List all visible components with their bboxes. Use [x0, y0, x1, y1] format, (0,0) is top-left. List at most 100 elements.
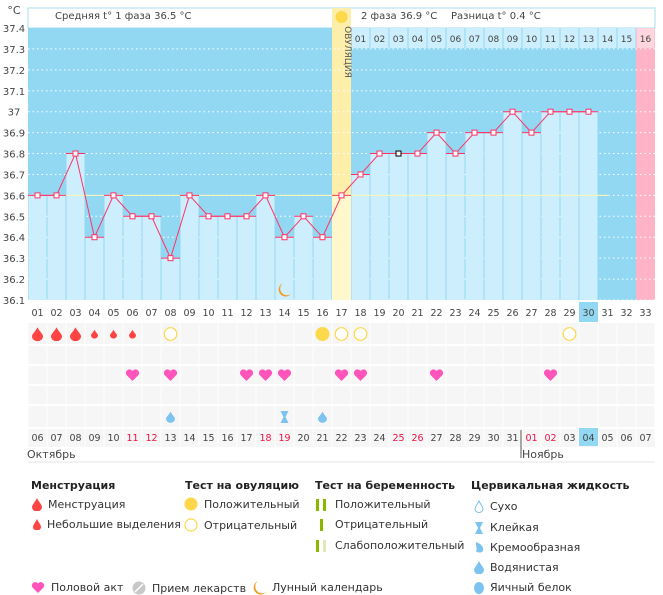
event-cell	[256, 346, 275, 364]
legend-label: Менструация	[48, 498, 126, 511]
event-cell	[370, 323, 389, 344]
event-cell	[351, 386, 370, 404]
event-cell	[579, 366, 598, 384]
date-label: 19	[278, 433, 290, 444]
legend-cervical-eggwhite: Яичный белок	[474, 581, 572, 594]
date-label: 07	[50, 433, 62, 444]
legend-label: Небольшие выделения	[47, 518, 181, 531]
ovulation-positive-icon	[315, 327, 330, 341]
phase2-day-cell	[522, 28, 541, 48]
legend-cervical-sticky: Клейкая	[474, 521, 539, 534]
pill-icon	[132, 581, 146, 595]
event-cell	[484, 386, 503, 404]
event-cell	[617, 346, 636, 364]
date-label: 14	[183, 433, 195, 444]
event-cell	[465, 323, 484, 344]
phase2-day-cell	[541, 28, 560, 48]
date-label: 21	[316, 433, 328, 444]
legend-title-ovulation-test: Тест на овуляцию	[185, 479, 299, 492]
event-cell	[370, 406, 389, 427]
date-label: 05	[601, 433, 613, 444]
y-tick-label: 36.7	[3, 170, 25, 181]
legend-pregnancy-weak: Слабоположительный	[315, 539, 464, 552]
event-cell	[161, 386, 180, 404]
event-cell	[180, 429, 199, 447]
event-cell	[142, 323, 161, 344]
event-cell	[465, 406, 484, 427]
temperature-bar	[161, 258, 180, 300]
event-cell	[123, 346, 142, 364]
legend-ovulation-negative: Отрицательный	[184, 518, 297, 532]
temperature-bar	[541, 111, 560, 300]
event-cell	[123, 406, 142, 427]
y-tick-label: 36.3	[3, 254, 25, 265]
ovulation-negative-icon	[353, 327, 368, 341]
y-tick-label: 36.9	[3, 129, 25, 140]
event-cell	[522, 429, 541, 447]
event-cell	[180, 366, 199, 384]
event-cell	[142, 366, 161, 384]
date-label: 31	[506, 433, 518, 444]
event-cell	[389, 406, 408, 427]
phase2-day-number: 14	[602, 35, 614, 45]
menstruation-drop-icon	[70, 327, 81, 342]
phase2-day-number: 13	[583, 35, 594, 45]
event-cell	[579, 346, 598, 364]
event-cell	[199, 346, 218, 364]
phase2-day-cell	[617, 28, 636, 48]
cycle-day-number: 22	[430, 308, 442, 319]
temperature-bar	[484, 132, 503, 300]
event-cell	[66, 366, 85, 384]
event-cell	[370, 429, 389, 447]
event-cell	[28, 386, 47, 404]
temperature-bar	[370, 153, 389, 300]
legend-label: Положительный	[335, 498, 431, 511]
date-label: 07	[639, 433, 651, 444]
event-cell	[28, 429, 47, 447]
event-cell	[541, 386, 560, 404]
temperature-bar	[389, 153, 408, 300]
event-cell	[579, 406, 598, 427]
date-label: 08	[69, 433, 81, 444]
event-cell	[598, 366, 617, 384]
legend-label: Отрицательный	[335, 518, 429, 531]
y-tick-label: 37.3	[3, 45, 25, 56]
event-cell	[256, 406, 275, 427]
y-tick-label: 36.5	[3, 212, 25, 223]
event-cell	[294, 366, 313, 384]
phase2-day-number: 05	[431, 35, 442, 45]
cycle-day-number: 26	[506, 308, 518, 319]
legend-label: Слабоположительный	[335, 539, 465, 552]
menstruation-drop-icon	[32, 327, 43, 342]
date-label: 18	[259, 433, 271, 444]
event-cell	[351, 429, 370, 447]
temperature-point	[110, 192, 117, 199]
cycle-day-number: 02	[50, 308, 62, 319]
cycle-day-number: 07	[145, 308, 157, 319]
date-label: 25	[392, 433, 404, 444]
event-cell	[294, 323, 313, 344]
event-cell	[579, 386, 598, 404]
legend-label: Водянистая	[490, 561, 559, 574]
temperature-point	[357, 171, 364, 178]
event-cell	[503, 366, 522, 384]
event-cell	[218, 366, 237, 384]
heart-icon	[31, 582, 45, 593]
date-label: 04	[582, 433, 594, 444]
legend-medication: Прием лекарств	[132, 581, 246, 595]
temperature-bar	[237, 216, 256, 300]
phase2-day-cell	[465, 28, 484, 48]
date-label: 20	[297, 433, 309, 444]
event-cell	[484, 429, 503, 447]
spotting-drop-icon	[110, 329, 117, 339]
event-cell	[199, 429, 218, 447]
temperature-bar	[28, 195, 47, 300]
legend-title-pregnancy-test: Тест на беременность	[315, 479, 456, 492]
phase2-day-cell	[446, 28, 465, 48]
temperature-point	[490, 129, 497, 136]
temperature-bar	[503, 111, 522, 300]
date-label: 26	[411, 433, 423, 444]
temperature-bar	[47, 195, 66, 300]
legend-intercourse: Половой акт	[31, 581, 123, 594]
event-cell	[237, 386, 256, 404]
